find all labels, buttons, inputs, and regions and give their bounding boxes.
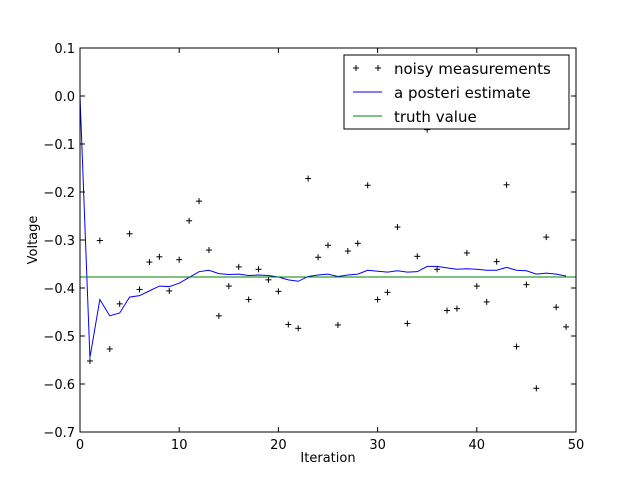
measurement-point	[106, 345, 113, 352]
measurement-point	[473, 283, 480, 290]
measurement-point	[186, 217, 193, 224]
y-tick-label: −0.4	[43, 282, 75, 297]
measurement-point	[96, 237, 103, 244]
measurement-point	[483, 298, 490, 305]
measurement-point	[414, 253, 421, 260]
measurement-point	[86, 357, 93, 364]
legend-marker-noisy-measurements	[353, 65, 381, 71]
axis-ticks: 0 10 20 30 40 50 −0.7 −0.6 −0.5 −0.4 −0.3 −0.2 −0.1 0…	[43, 42, 584, 453]
measurement-point	[295, 325, 302, 332]
x-tick-label: 30	[369, 438, 386, 453]
measurement-point	[344, 248, 351, 255]
y-tick-label: −0.2	[43, 186, 75, 201]
measurement-point	[176, 256, 183, 263]
measurement-point	[394, 224, 401, 231]
measurement-point	[434, 266, 441, 273]
measurement-point	[166, 287, 173, 294]
measurement-point	[523, 281, 530, 288]
y-tick-label: −0.5	[43, 330, 75, 345]
x-tick-label: 50	[568, 438, 585, 453]
measurement-point	[444, 307, 451, 314]
legend-label-truth-value: truth value	[394, 108, 477, 126]
measurement-point	[354, 240, 361, 247]
measurement-point	[285, 321, 292, 328]
measurement-point	[553, 304, 560, 311]
y-axis-label: Voltage	[26, 216, 41, 265]
measurement-point	[126, 230, 133, 237]
measurement-point	[334, 321, 341, 328]
measurement-point	[225, 283, 232, 290]
x-axis-label: Iteration	[300, 451, 355, 466]
legend-label-a-posteri-estimate: a posteri estimate	[394, 84, 531, 102]
y-tick-label: −0.7	[43, 426, 75, 441]
measurement-point	[146, 259, 153, 266]
noisy-measurements-series	[86, 126, 570, 392]
measurement-point	[235, 263, 242, 270]
measurement-point	[453, 305, 460, 312]
measurement-point	[315, 254, 322, 261]
y-tick-label: −0.6	[43, 378, 75, 393]
x-tick-label: 20	[270, 438, 287, 453]
y-tick-label: 0.0	[54, 90, 75, 105]
y-tick-label: −0.3	[43, 234, 75, 249]
x-tick-label: 10	[171, 438, 188, 453]
x-tick-label: 40	[469, 438, 486, 453]
measurement-point	[275, 288, 282, 295]
measurement-point	[156, 253, 163, 260]
measurement-point	[463, 249, 470, 256]
measurement-point	[196, 198, 203, 205]
legend-label-noisy-measurements: noisy measurements	[394, 60, 551, 78]
measurement-point	[255, 266, 262, 273]
measurement-point	[513, 343, 520, 350]
measurement-point	[215, 312, 222, 319]
measurement-point	[533, 385, 540, 392]
measurement-point	[563, 323, 570, 330]
line-series-layer	[79, 95, 576, 358]
measurement-point	[503, 181, 510, 188]
measurement-point	[305, 175, 312, 182]
a-posteri-estimate-line	[79, 95, 567, 358]
legend-plus-marker	[353, 65, 359, 71]
measurement-point	[404, 320, 411, 327]
y-tick-label: −0.1	[43, 138, 75, 153]
measurement-point	[493, 258, 500, 265]
measurement-point	[364, 182, 371, 189]
measurement-point	[116, 300, 123, 307]
measurement-point	[205, 247, 212, 254]
legend-plus-marker	[375, 65, 381, 71]
measurement-point	[265, 276, 272, 283]
measurement-point	[384, 289, 391, 296]
x-tick-label: 0	[76, 438, 84, 453]
legend: noisy measurements a posteri estimate tr…	[343, 54, 570, 130]
measurement-point	[325, 242, 331, 249]
y-tick-label: 0.1	[54, 42, 75, 57]
measurement-point	[245, 296, 252, 303]
measurement-point	[374, 296, 381, 303]
measurement-point	[543, 234, 550, 241]
measurement-point	[136, 286, 143, 293]
